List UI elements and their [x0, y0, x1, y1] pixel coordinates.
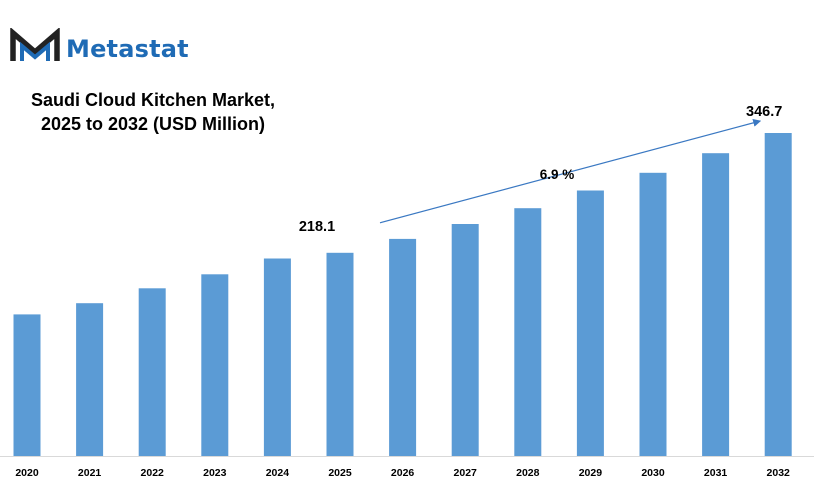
bar-2031 — [702, 153, 730, 456]
bar-2028 — [514, 208, 542, 456]
x-tick-label: 2032 — [767, 467, 791, 479]
data-label-2032: 346.7 — [746, 104, 782, 120]
x-tick-label: 2031 — [704, 467, 728, 479]
bar-2020 — [13, 314, 41, 456]
bar-2022 — [138, 288, 166, 456]
chart-title-line-1: Saudi Cloud Kitchen Market, — [30, 90, 276, 110]
brand-name: Metastat — [66, 34, 189, 63]
bar-2030 — [639, 172, 667, 457]
x-tick-labels: 2020 2021 2022 2023 2024 2025 2026 2027 2028 2029… — [15, 467, 790, 479]
x-tick-label: 2023 — [203, 467, 227, 479]
data-labels: 218.1 346.7 — [299, 104, 782, 235]
cagr-label: 6.9 % — [540, 167, 575, 182]
bar-2021 — [76, 303, 104, 456]
bar-2032 — [764, 133, 792, 456]
bar-2023 — [201, 274, 229, 456]
brand-logo: Metastat — [10, 26, 189, 69]
chart-title: Saudi Cloud Kitchen Market, 2025 to 2032… — [18, 88, 288, 136]
x-tick-label: 2026 — [391, 467, 415, 479]
x-tick-label: 2027 — [454, 467, 478, 479]
x-tick-label: 2029 — [579, 467, 603, 479]
x-tick-label: 2020 — [15, 467, 39, 479]
bar-2029 — [576, 190, 604, 456]
cagr-arrow — [379, 118, 762, 224]
bar-2025 — [326, 252, 354, 456]
data-label-2025: 218.1 — [299, 219, 335, 235]
x-tick-label: 2024 — [266, 467, 290, 479]
x-tick-label: 2030 — [641, 467, 665, 479]
bar-2026 — [389, 238, 417, 456]
x-tick-label: 2021 — [78, 467, 102, 479]
x-tick-label: 2028 — [516, 467, 540, 479]
bar-2024 — [263, 258, 291, 456]
metastat-m-logo-icon — [10, 26, 60, 69]
bar-2027 — [451, 224, 479, 456]
x-tick-label: 2025 — [328, 467, 352, 479]
x-tick-label: 2022 — [141, 467, 165, 479]
bar-series — [13, 133, 792, 457]
chart-title-line-2: 2025 to 2032 (USD Million) — [40, 114, 266, 134]
